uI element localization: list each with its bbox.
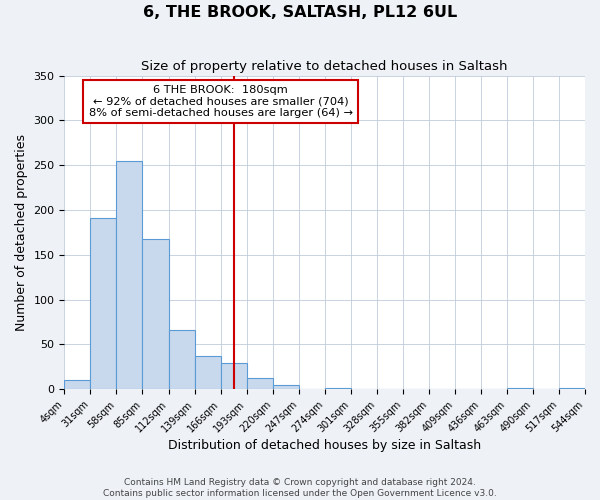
Text: Contains HM Land Registry data © Crown copyright and database right 2024.
Contai: Contains HM Land Registry data © Crown c… — [103, 478, 497, 498]
Bar — [116, 160, 142, 390]
Text: 6 THE BROOK:  180sqm
← 92% of detached houses are smaller (704)
8% of semi-detac: 6 THE BROOK: 180sqm ← 92% of detached ho… — [89, 85, 353, 118]
Y-axis label: Number of detached properties: Number of detached properties — [15, 134, 28, 331]
Title: Size of property relative to detached houses in Saltash: Size of property relative to detached ho… — [142, 60, 508, 73]
Bar — [221, 364, 247, 390]
Bar — [507, 388, 533, 390]
Bar — [169, 330, 194, 390]
Bar — [91, 218, 116, 390]
Bar — [559, 388, 585, 390]
Bar — [272, 385, 299, 390]
Bar — [194, 356, 221, 390]
Bar — [142, 238, 169, 390]
X-axis label: Distribution of detached houses by size in Saltash: Distribution of detached houses by size … — [168, 440, 481, 452]
Bar — [64, 380, 91, 390]
Text: 6, THE BROOK, SALTASH, PL12 6UL: 6, THE BROOK, SALTASH, PL12 6UL — [143, 5, 457, 20]
Bar — [247, 378, 272, 390]
Bar — [325, 388, 351, 390]
